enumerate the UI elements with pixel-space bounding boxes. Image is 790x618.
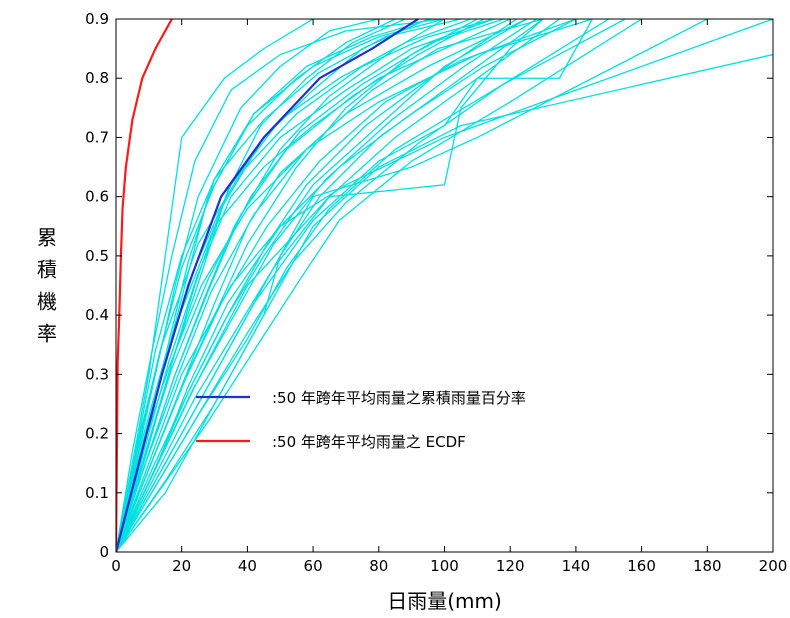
background-series-line [116,19,445,552]
x-tick-label: 120 [496,557,525,575]
background-series-line [116,19,527,552]
x-axis-label: 日雨量(mm) [387,589,502,613]
background-series-line [116,19,396,552]
background-series-line [116,19,708,552]
series-line-ecdf [116,19,173,552]
background-series-line [116,19,626,552]
x-tick-label: 140 [562,557,591,575]
y-tick-label: 0.9 [85,10,109,28]
background-series-line [116,19,527,552]
background-series-line [116,19,485,552]
main-series-group [116,19,419,552]
background-series-line [116,19,773,552]
y-tick-label: 0.8 [85,69,109,87]
x-tick-label: 0 [111,557,121,575]
y-tick-label: 0.6 [85,188,109,206]
background-series-line [116,19,412,552]
x-tick-label: 160 [627,557,656,575]
legend: :50 年跨年平均雨量之累積雨量百分率 :50 年跨年平均雨量之 ECDF [196,389,526,451]
background-series-line [116,19,593,552]
y-tick-label: 0.1 [85,484,109,502]
background-series-line [116,53,773,552]
series-line-cumulative-percent [116,19,419,552]
y-tick-label: 0.7 [85,128,109,146]
x-tick-label: 100 [430,557,459,575]
background-series-group [116,19,773,552]
x-tick-label: 80 [369,557,388,575]
background-series-line [116,19,494,552]
x-tick-label: 20 [172,557,191,575]
y-tick-label: 0.4 [85,306,109,324]
y-tick-label: 0 [99,543,109,561]
background-series-line [116,19,537,552]
y-tick-label: 0.3 [85,365,109,383]
y-tick-label: 0.5 [85,247,109,265]
legend-label: :50 年跨年平均雨量之 ECDF [272,433,466,451]
legend-label: :50 年跨年平均雨量之累積雨量百分率 [272,389,526,407]
y-axis-label: 累積機率 [37,226,57,346]
background-series-line [116,19,406,552]
x-tick-label: 200 [759,557,788,575]
y-axis: 0 0.1 0.2 0.3 0.4 0.5 0.6 0.7 0.8 0.9 [85,10,773,561]
x-tick-label: 180 [693,557,722,575]
background-series-line [116,19,577,552]
x-tick-label: 40 [238,557,257,575]
x-axis: 0 20 40 60 80 100 120 140 160 180 200 [111,19,787,575]
x-tick-label: 60 [304,557,323,575]
background-series-line [116,19,432,552]
background-series-line [116,19,472,552]
y-tick-label: 0.2 [85,425,109,443]
background-series-line [116,19,445,552]
background-series-line [116,19,494,552]
